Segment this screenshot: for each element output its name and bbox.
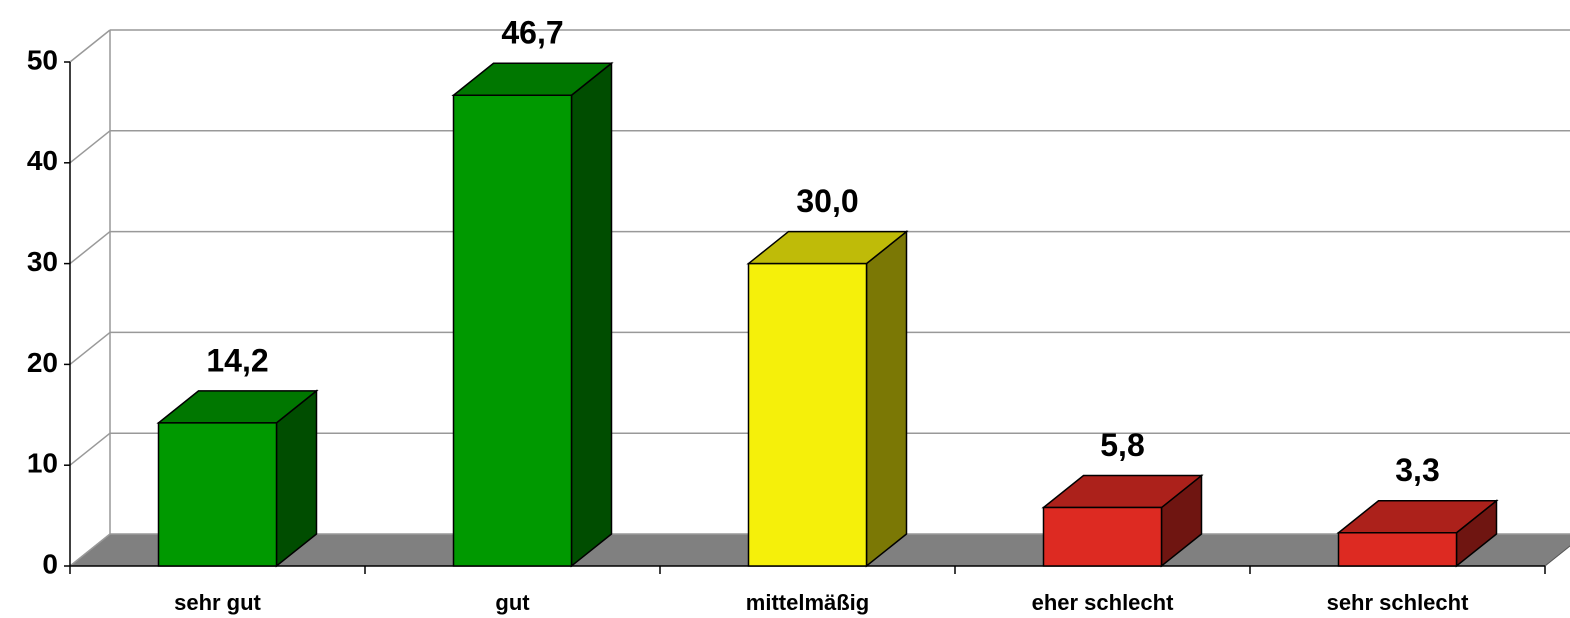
value-label: 5,8 [1100,427,1144,463]
x-tick-label: gut [495,590,530,615]
y-tick-label: 30 [27,246,58,277]
grid-line-side [69,432,111,466]
bar-side [865,230,908,568]
bar-front [157,422,278,567]
value-label: 14,2 [206,342,268,378]
y-tick-label: 20 [27,347,58,378]
grid-line-side [69,231,111,265]
bar [746,230,909,568]
x-tick-label: eher schlecht [1032,590,1175,615]
bar-side [570,61,613,568]
x-tick-label: sehr schlecht [1327,590,1470,615]
x-tick-label: mittelmäßig [746,590,869,615]
bar [451,61,614,568]
grid-line-side [69,533,111,567]
value-label: 30,0 [796,183,858,219]
y-tick-label: 50 [27,44,58,75]
bar-front [1042,506,1163,567]
bar-front [452,94,573,567]
grid-line-side [69,331,111,365]
grid-line-side [69,130,111,164]
grid-line-side [69,29,111,63]
y-tick-label: 0 [42,548,58,579]
x-tick-label: sehr gut [174,590,261,615]
bar-front [1337,531,1458,567]
bar [1336,499,1499,568]
y-tick-label: 40 [27,145,58,176]
value-label: 46,7 [501,15,563,51]
bar [1041,473,1204,568]
y-tick-label: 10 [27,448,58,479]
bar [156,389,319,568]
bar-front [747,262,868,567]
value-label: 3,3 [1395,452,1439,488]
